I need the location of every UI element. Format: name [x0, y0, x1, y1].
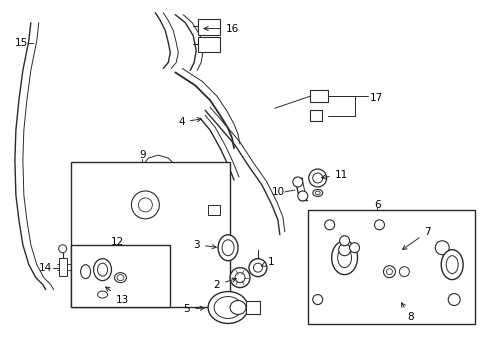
Ellipse shape [337, 248, 351, 268]
Bar [307, 210, 474, 324]
Bar [309, 110, 321, 121]
Circle shape [374, 220, 384, 230]
Circle shape [59, 245, 66, 253]
Ellipse shape [208, 292, 247, 323]
Ellipse shape [440, 250, 462, 280]
Bar [198, 37, 220, 53]
Text: 14: 14 [39, 263, 52, 273]
Text: 7: 7 [402, 227, 430, 249]
Circle shape [312, 173, 322, 183]
Ellipse shape [446, 256, 457, 274]
Ellipse shape [315, 191, 320, 195]
Bar [71, 245, 170, 306]
Circle shape [447, 293, 459, 306]
Text: 5: 5 [183, 305, 204, 315]
Ellipse shape [114, 273, 126, 283]
Circle shape [253, 263, 262, 272]
Circle shape [312, 294, 322, 305]
Text: 11: 11 [321, 170, 347, 180]
Ellipse shape [98, 263, 107, 276]
Ellipse shape [98, 291, 107, 298]
Text: 16: 16 [203, 24, 239, 33]
Text: 8: 8 [401, 303, 413, 323]
Circle shape [292, 177, 302, 187]
Circle shape [399, 267, 408, 276]
Text: 1: 1 [261, 257, 274, 267]
Circle shape [383, 266, 395, 278]
Ellipse shape [312, 189, 322, 197]
Circle shape [229, 268, 249, 288]
Bar [245, 301, 260, 315]
Circle shape [349, 243, 359, 253]
Circle shape [235, 273, 244, 283]
Circle shape [338, 244, 350, 256]
Circle shape [131, 191, 159, 219]
Ellipse shape [117, 275, 124, 280]
Bar [59, 258, 66, 276]
Ellipse shape [214, 297, 242, 319]
Ellipse shape [331, 241, 357, 275]
Ellipse shape [218, 235, 238, 261]
Circle shape [248, 259, 266, 276]
Text: 9: 9 [139, 150, 145, 160]
Circle shape [386, 269, 392, 275]
Bar [208, 205, 220, 215]
Ellipse shape [81, 265, 90, 279]
Circle shape [339, 236, 349, 246]
Text: 2: 2 [213, 278, 236, 289]
Text: 3: 3 [193, 240, 216, 250]
Text: 10: 10 [271, 187, 285, 197]
Text: 13: 13 [105, 287, 128, 305]
Bar [309, 90, 327, 102]
Text: 17: 17 [369, 93, 382, 103]
Ellipse shape [222, 240, 234, 256]
Text: 12: 12 [110, 237, 123, 247]
Text: 15: 15 [15, 37, 28, 48]
Text: 4: 4 [178, 117, 201, 127]
Bar [198, 19, 220, 35]
Circle shape [308, 169, 326, 187]
Ellipse shape [229, 301, 245, 315]
Circle shape [324, 220, 334, 230]
Bar [71, 162, 229, 306]
Circle shape [297, 191, 307, 201]
Circle shape [138, 198, 152, 212]
Text: 6: 6 [373, 200, 380, 210]
Ellipse shape [93, 259, 111, 280]
Circle shape [434, 241, 448, 255]
